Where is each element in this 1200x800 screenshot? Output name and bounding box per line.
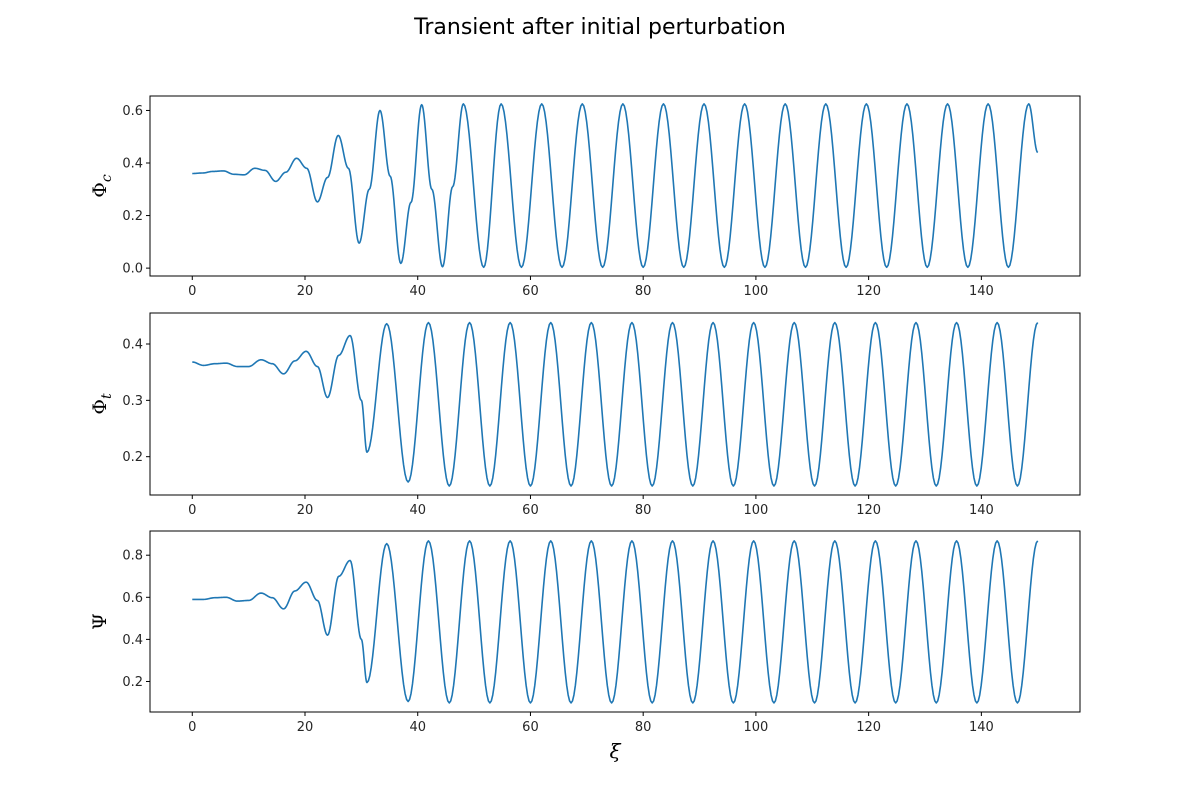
x-tick-label: 80 [635,284,652,299]
x-tick-label: 20 [297,720,314,735]
x-tick-label: 100 [743,503,768,518]
series-line-2-1 [192,321,1039,487]
subplot-2: 0 20 40 60 80 100 120 140 0.2 0.3 0.4 Φt [89,312,1081,518]
x-tick-label: 60 [522,503,539,518]
x-tick-label: 100 [743,720,768,735]
y-axis-label: Ψ [89,613,111,630]
y-tick-label: 0.2 [122,209,143,224]
y-tick-label: 0.0 [122,262,143,277]
subplot-panels: 0 20 40 60 80 100 120 140 0.0 0.2 0.4 0.6 Φc 0 20 40 60 8… [89,95,1081,735]
y-tick-label: 0.2 [122,675,143,690]
y-tick-label: 0.2 [122,450,143,465]
y-tick-label: 0.4 [122,157,143,172]
axes-frame [149,530,1081,713]
x-tick-label: 120 [856,720,881,735]
y-axis-label: Φt [89,393,115,415]
x-tick-label: 120 [856,503,881,518]
x-tick-label: 100 [743,284,768,299]
subplot-3: 0 20 40 60 80 100 120 140 0.2 0.4 0.6 0.8 Ψ [89,530,1081,735]
x-tick-label: 0 [188,284,196,299]
axes-frame [149,312,1081,496]
x-tick-label: 20 [297,284,314,299]
x-tick-label: 140 [969,720,994,735]
x-axis-label: ξ [609,739,621,763]
y-tick-label: 0.4 [122,633,143,648]
x-tick-label: 60 [522,284,539,299]
x-tick-label: 0 [188,720,196,735]
x-tick-label: 0 [188,503,196,518]
series-line-3-1 [192,540,1039,704]
x-tick-label: 80 [635,503,652,518]
x-tick-label: 80 [635,720,652,735]
figure-title: Transient after initial perturbation [413,15,786,40]
y-tick-label: 0.6 [122,591,143,606]
y-axis-label: Φc [89,174,115,198]
x-tick-label: 40 [409,284,426,299]
x-tick-label: 20 [297,503,314,518]
y-tick-label: 0.6 [122,104,143,119]
x-tick-label: 140 [969,503,994,518]
x-tick-label: 120 [856,284,881,299]
subplot-1: 0 20 40 60 80 100 120 140 0.0 0.2 0.4 0.6 Φc [89,95,1081,299]
x-tick-label: 40 [409,503,426,518]
y-tick-label: 0.4 [122,337,143,352]
series-line-1-1 [192,103,1039,269]
y-tick-label: 0.3 [122,394,143,409]
y-tick-label: 0.8 [122,549,143,564]
x-tick-label: 40 [409,720,426,735]
axes-frame [149,95,1081,277]
x-tick-label: 60 [522,720,539,735]
x-tick-label: 140 [969,284,994,299]
